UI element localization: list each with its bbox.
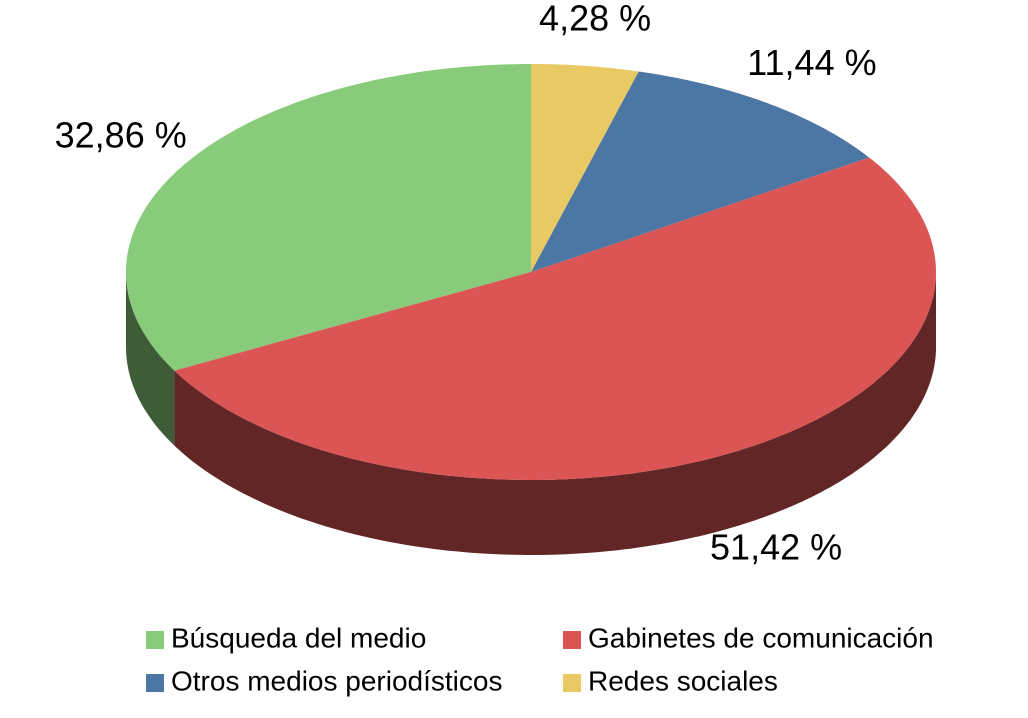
slice <box>531 71 870 272</box>
legend-label: Gabinetes de comunicación <box>588 622 934 653</box>
slice <box>126 64 531 371</box>
value-label: 4,28 % <box>539 0 651 38</box>
value-label: 51,42 % <box>710 527 842 568</box>
legend-label: Otros medios periodísticos <box>171 665 502 696</box>
value-label: 11,44 % <box>747 42 876 83</box>
legend-swatch <box>563 631 581 649</box>
slice-side <box>174 275 936 555</box>
slice-side <box>126 273 175 446</box>
legend-swatch <box>146 631 164 649</box>
legend-label: Redes sociales <box>588 665 778 696</box>
legend-label: Búsqueda del medio <box>171 622 426 653</box>
legend-swatch <box>563 674 581 692</box>
legend-swatch <box>146 674 164 692</box>
slice <box>174 157 936 480</box>
slice <box>531 64 639 272</box>
value-label: 32,86 % <box>55 115 187 156</box>
